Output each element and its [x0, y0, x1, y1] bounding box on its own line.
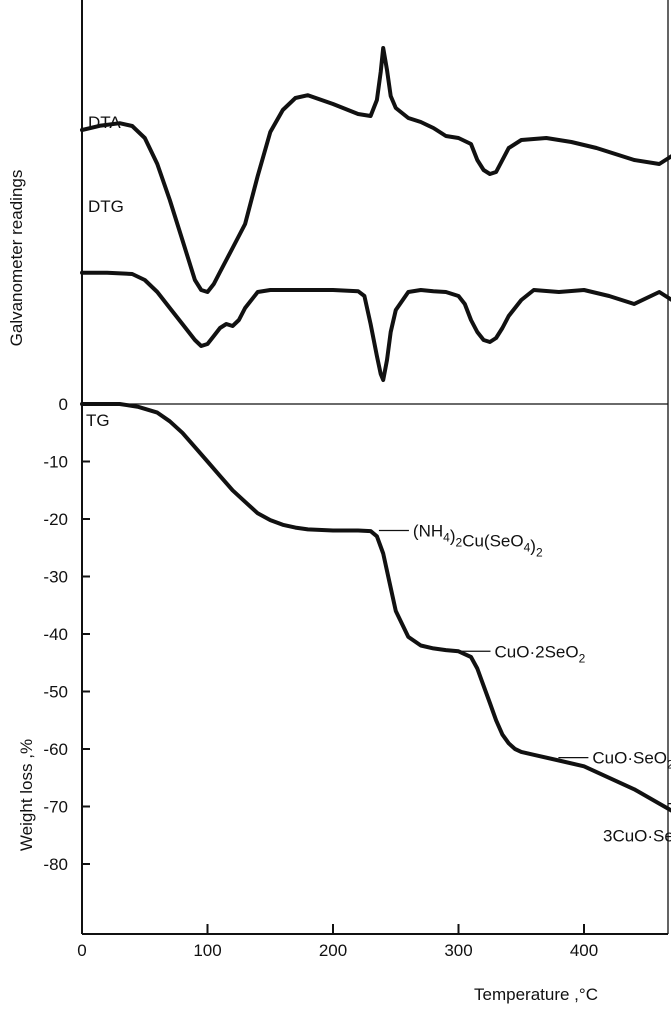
curve-dta: [80, 46, 671, 294]
annotation-label: CuO·SeO2: [592, 749, 671, 772]
annotation-label: CuO·2SeO2: [495, 642, 586, 665]
y-axis-label-lower: Weight loss ,%: [17, 739, 36, 851]
x-tick-label: 0: [77, 941, 86, 960]
y-tick-label: -10: [43, 453, 68, 472]
x-axis-label: Temperature ,°C: [474, 985, 598, 1004]
annotation-label: 3CuO·SeO2: [603, 826, 671, 849]
y-tick-label: -80: [43, 855, 68, 874]
phase-annotation: CuO·2SeO2: [460, 642, 586, 665]
phase-annotation: CuO·SeO2: [558, 749, 671, 772]
annotations: (NH4)2Cu(SeO4)2CuO·2SeO2CuO·SeO23CuO·2Se…: [378, 522, 671, 849]
x-tick-label: 100: [193, 941, 221, 960]
axes: [81, 0, 669, 935]
y-tick-label: -40: [43, 625, 68, 644]
y-tick-label: -30: [43, 568, 68, 587]
y-tick-label: 0: [59, 395, 68, 414]
y-tick-label: -60: [43, 740, 68, 759]
annotation-label: (NH4)2Cu(SeO4)2: [413, 522, 543, 560]
curve-label-dtg: DTG: [88, 197, 124, 216]
curve-label-tg: TG: [86, 411, 110, 430]
curve-label-dta: DTA: [88, 113, 121, 132]
x-tick-label: 400: [570, 941, 598, 960]
y-tick-label: -50: [43, 683, 68, 702]
y-axis-label-upper: Galvanometer readings: [7, 170, 26, 347]
curves: DTA DTG TG: [80, 46, 671, 813]
y-tick-label: -20: [43, 510, 68, 529]
phase-annotation: (NH4)2Cu(SeO4)2: [378, 522, 543, 560]
phase-annotation: 3CuO·SeO2: [603, 826, 671, 849]
curve-dtg: [80, 270, 671, 382]
tick-layer: 01002003004005000-10-20-30-40-50-60-70-8…: [43, 395, 598, 960]
y-tick-label: -70: [43, 798, 68, 817]
x-tick-label: 300: [444, 941, 472, 960]
curve-tg: [80, 402, 671, 813]
x-tick-label: 200: [319, 941, 347, 960]
